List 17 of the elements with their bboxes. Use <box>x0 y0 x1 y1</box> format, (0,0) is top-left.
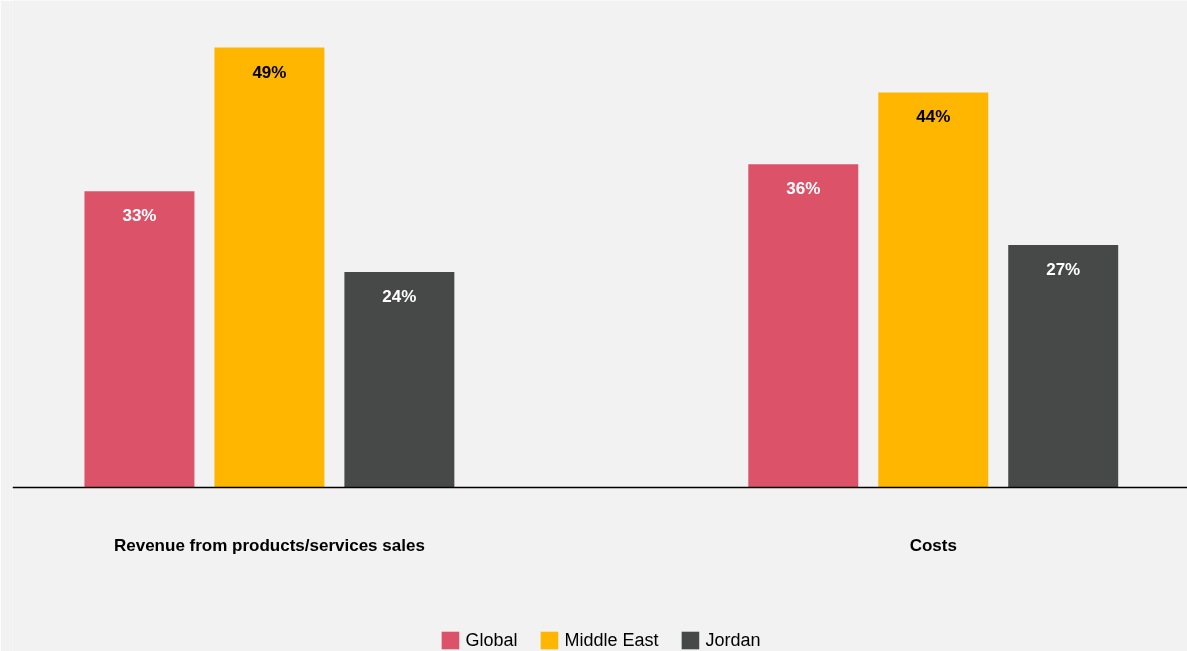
bar <box>748 164 859 488</box>
bar <box>344 271 455 488</box>
bar <box>214 47 325 488</box>
data-label: 49% <box>252 62 287 82</box>
data-label: 27% <box>1046 260 1081 280</box>
x-tick-label: Costs <box>909 535 957 555</box>
bar <box>1008 245 1119 488</box>
data-label: 44% <box>916 107 951 127</box>
legend-label: Jordan <box>705 629 761 651</box>
data-label: 36% <box>786 179 821 199</box>
data-label: 33% <box>122 206 157 226</box>
legend-label: Middle East <box>564 629 659 651</box>
bar <box>84 191 195 488</box>
x-tick-label: Revenue from products/services sales <box>113 535 425 555</box>
data-label: 24% <box>382 286 417 306</box>
legend-label: Global <box>465 629 518 651</box>
bar <box>878 92 989 488</box>
